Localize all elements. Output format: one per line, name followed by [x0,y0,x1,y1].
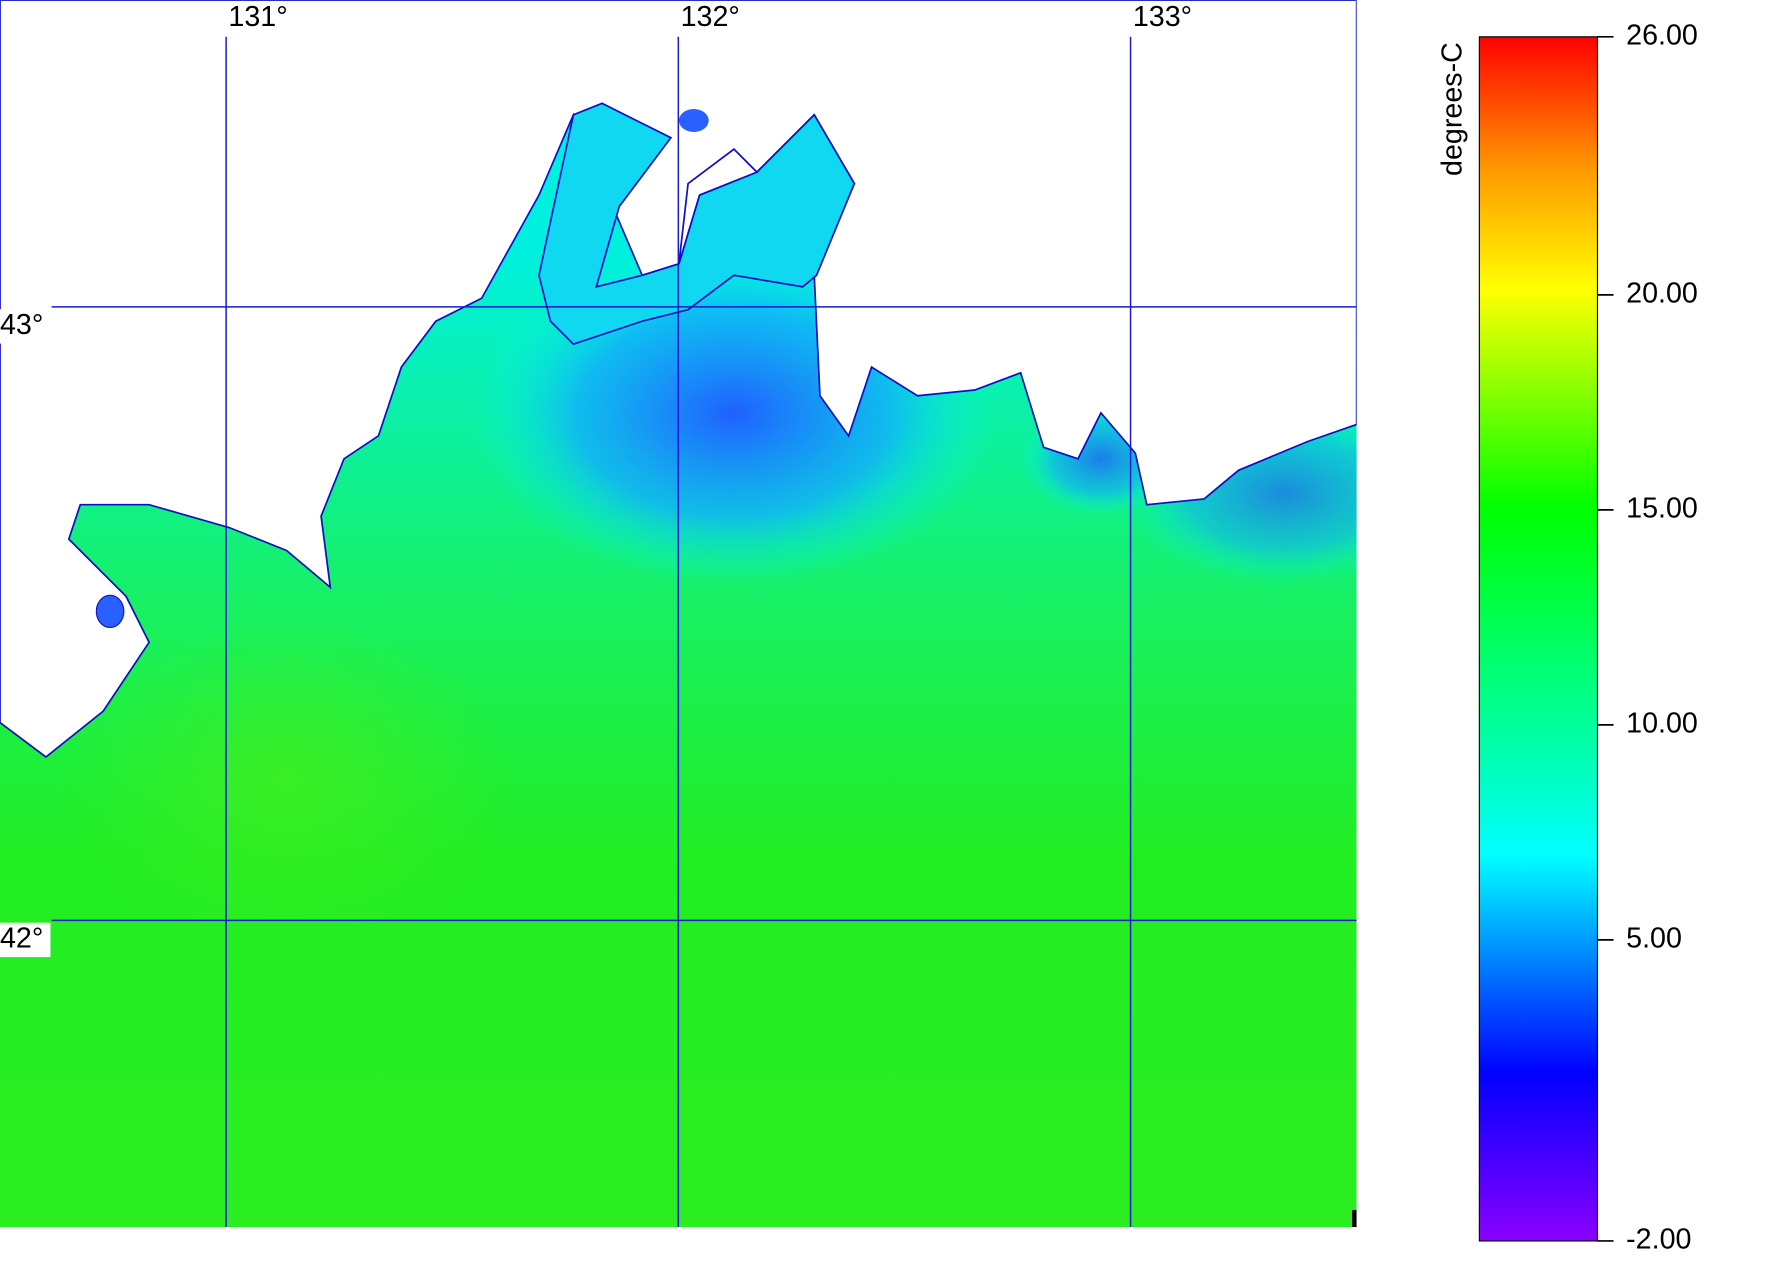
colorbar-tick-label: 5.00 [1626,922,1682,954]
colorbar-tick-label: 10.00 [1626,707,1698,739]
lagoon [678,109,709,132]
colorbar [1478,36,1599,1242]
lon-label: 133° [1133,1,1192,33]
lagoon [95,594,125,628]
colorbar-tick-label: 26.00 [1626,19,1698,51]
lat-label-bg [0,922,51,958]
lat-label: 43° [0,309,43,341]
corner [1352,1209,1357,1228]
colorbar-tick-label: 15.00 [1626,492,1698,524]
lat-label-bg [0,309,51,344]
warm-water [57,619,517,941]
graticule: 131° 132° 133° 43° 42° [0,1,1357,1228]
colorbar-tick-label: 20.00 [1626,277,1698,309]
colorbar-label: degrees-C [1437,42,1469,176]
colorbar-tick-label: -2.00 [1626,1224,1691,1256]
peninsula [678,148,759,265]
lon-label: 131° [228,1,287,33]
lon-label: 132° [681,1,740,33]
bays [538,102,856,346]
map-field [0,0,1357,1228]
lat-label: 42° [0,922,43,954]
